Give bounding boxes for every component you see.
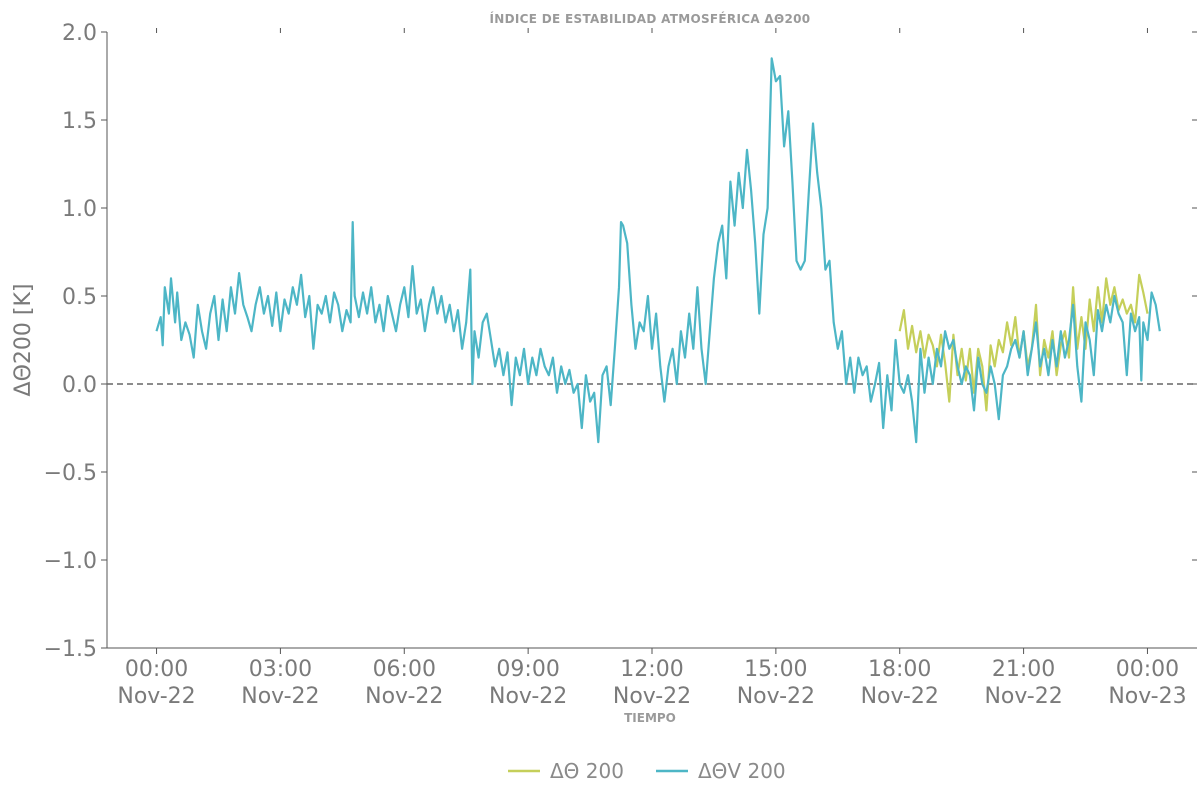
legend: ΔΘ 200 ΔΘV 200 (508, 759, 786, 783)
series-line-delta-theta-v (155, 57, 1161, 444)
x-tick-time-label: 18:00 (868, 657, 931, 682)
x-tick-date-label: Nov-22 (117, 684, 195, 709)
y-tick-label: −1.0 (44, 549, 97, 574)
y-tick-label: 0.0 (62, 373, 97, 398)
x-tick-date-label: Nov-22 (984, 684, 1062, 709)
legend-label: ΔΘV 200 (698, 759, 786, 783)
x-tick-time-label: 15:00 (744, 657, 807, 682)
y-tick-label: 1.0 (62, 197, 97, 222)
y-tick-label: 1.5 (62, 109, 97, 134)
chart-title: ÍNDICE DE ESTABILIDAD ATMOSFÉRICA ΔΘ200 (490, 11, 811, 26)
x-axis-label: TIEMPO (624, 711, 676, 725)
x-tick-date-label: Nov-22 (365, 684, 443, 709)
x-tick-date-label: Nov-22 (737, 684, 815, 709)
x-tick-date-label: Nov-23 (1108, 684, 1186, 709)
y-tick-label: −0.5 (44, 461, 97, 486)
y-axis-label: ΔΘ200 [K] (11, 284, 36, 397)
x-tick-time-label: 06:00 (373, 657, 436, 682)
legend-label: ΔΘ 200 (550, 759, 624, 783)
y-tick-label: 0.5 (62, 285, 97, 310)
x-tick-date-label: Nov-22 (861, 684, 939, 709)
x-ticks: 00:00Nov-2203:00Nov-2206:00Nov-2209:00No… (117, 28, 1187, 709)
x-tick-time-label: 00:00 (1116, 657, 1179, 682)
y-ticks: 2.0 1.5 1.0 0.5 0.0 −0.5 −1.0 −1.5 (44, 21, 1197, 662)
x-tick-time-label: 12:00 (620, 657, 683, 682)
y-tick-label: −1.5 (44, 637, 97, 662)
x-tick-date-label: Nov-22 (489, 684, 567, 709)
x-tick-time-label: 00:00 (125, 657, 188, 682)
x-tick-date-label: Nov-22 (613, 684, 691, 709)
x-tick-time-label: 09:00 (496, 657, 559, 682)
y-tick-label: 2.0 (62, 21, 97, 46)
x-tick-time-label: 03:00 (249, 657, 312, 682)
series-layer (155, 57, 1161, 444)
x-tick-time-label: 21:00 (992, 657, 1055, 682)
x-tick-date-label: Nov-22 (241, 684, 319, 709)
